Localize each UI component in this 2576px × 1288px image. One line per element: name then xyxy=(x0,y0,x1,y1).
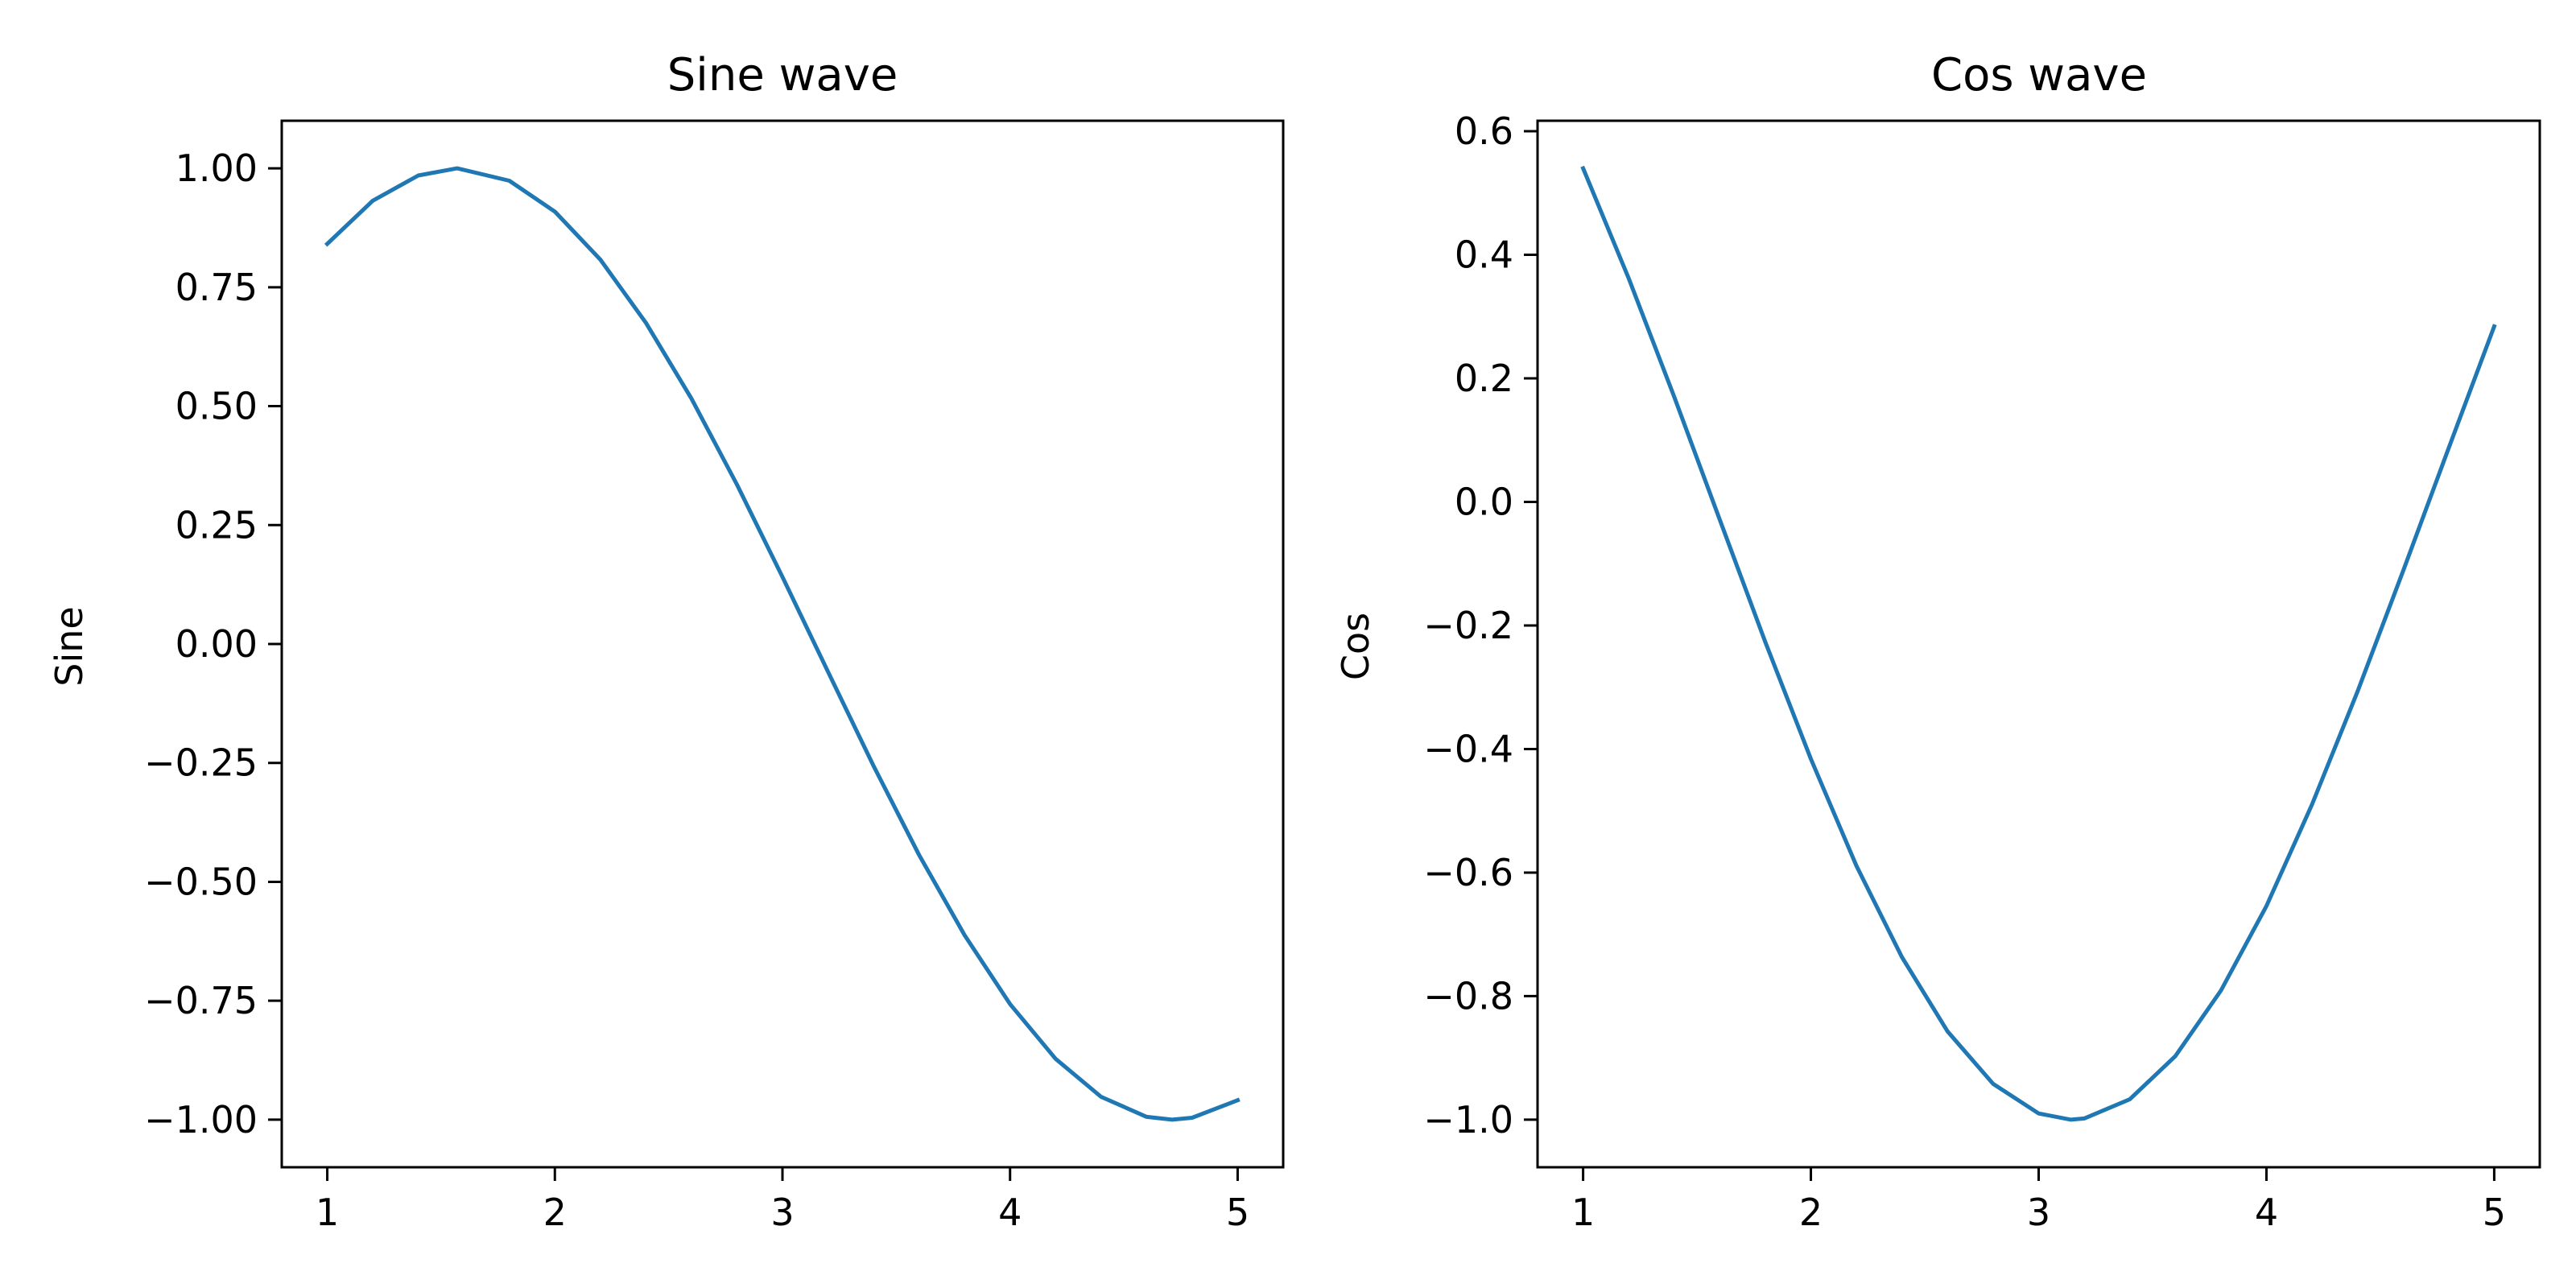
chart-title: Cos wave xyxy=(1931,49,2147,101)
plot-area: 1 2 3 4 5 0.6 0.4 0.2 0.0 −0.2 −0.4 −0.6 −0.8 −1.0 xyxy=(1423,109,2541,1234)
x-tick-label: 2 xyxy=(1799,1191,1823,1234)
x-tick-label: 4 xyxy=(2255,1191,2278,1234)
y-tick-label: 0.6 xyxy=(1455,109,1513,153)
y-axis-label: Sine xyxy=(47,606,91,686)
x-tick-label: 2 xyxy=(543,1191,567,1234)
cos-chart: Cos wave Cos 1 2 3 4 5 0.6 0.4 0.2 0.0 −0.2 −0.4 −0… xyxy=(1334,49,2541,1234)
y-tick-label: −0.2 xyxy=(1423,604,1513,647)
x-tick-label: 1 xyxy=(316,1191,339,1234)
sine-chart: Sine wave Sine 1 2 3 4 5 1.00 0.75 0.50 0.25 0.00… xyxy=(47,49,1285,1234)
x-tick-label: 3 xyxy=(2027,1191,2050,1234)
y-tick-label: −0.8 xyxy=(1423,974,1513,1018)
series-line xyxy=(1580,165,2497,1122)
x-tick-label: 4 xyxy=(998,1191,1022,1234)
y-axis-label: Cos xyxy=(1334,613,1377,680)
y-tick-label: −1.00 xyxy=(144,1098,258,1141)
y-tick-label: 0.2 xyxy=(1455,357,1513,400)
y-tick-label: 0.00 xyxy=(175,622,258,666)
x-tick-label: 5 xyxy=(1226,1191,1249,1234)
y-tick-label: 0.0 xyxy=(1455,480,1513,523)
y-tick-label: 0.75 xyxy=(175,266,258,309)
x-tick-label: 3 xyxy=(770,1191,794,1234)
y-tick-label: −0.50 xyxy=(144,860,258,903)
series-line xyxy=(324,166,1241,1122)
y-tick-label: −0.6 xyxy=(1423,851,1513,894)
x-tick-label: 1 xyxy=(1571,1191,1595,1234)
chart-title: Sine wave xyxy=(667,49,898,101)
y-tick-label: 0.25 xyxy=(175,503,258,547)
y-tick-label: −0.4 xyxy=(1423,727,1513,770)
plot-area: 1 2 3 4 5 1.00 0.75 0.50 0.25 0.00 −0.25 −0.50 −0.75… xyxy=(144,119,1285,1234)
axes-frame xyxy=(1536,119,2541,1169)
y-tick-label: −1.0 xyxy=(1423,1098,1513,1141)
y-tick-label: 0.4 xyxy=(1455,233,1513,277)
y-tick-label: 1.00 xyxy=(175,147,258,190)
y-tick-label: 0.50 xyxy=(175,385,258,428)
axes-frame xyxy=(280,119,1285,1169)
y-tick-label: −0.75 xyxy=(144,979,258,1022)
y-tick-label: −0.25 xyxy=(144,741,258,785)
x-tick-label: 5 xyxy=(2483,1191,2506,1234)
